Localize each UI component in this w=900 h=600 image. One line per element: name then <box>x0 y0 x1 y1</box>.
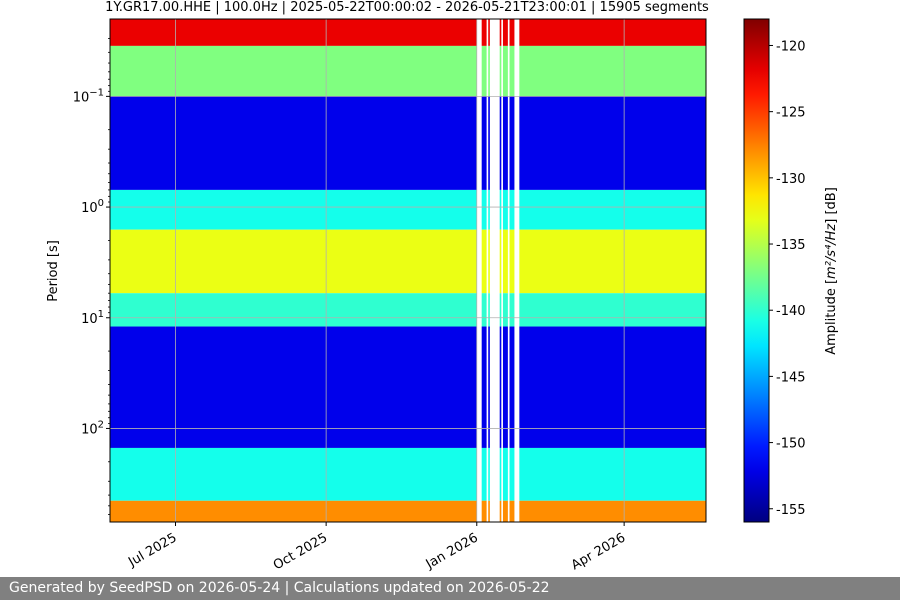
horizontal-gridlines <box>110 19 706 522</box>
data-gap <box>476 19 482 522</box>
y-tick-label: 100 <box>81 198 104 216</box>
heatmap-band <box>110 96 706 190</box>
colorbar-label-end: ] [dB] <box>824 187 839 224</box>
footer-text: Generated by SeedPSD on 2026-05-24 | Cal… <box>9 580 550 596</box>
data-gap <box>489 19 500 522</box>
x-tick-label: Jul 2025 <box>125 530 179 570</box>
data-gap <box>486 19 489 522</box>
heatmap-band <box>110 189 706 230</box>
x-axis: Jul 2025 Oct 2025 Jan 2026 Apr 2026 <box>125 522 628 573</box>
colorbar-label-math: m²/s⁴/Hz <box>824 223 839 279</box>
colorbar-tick-label: -150 <box>776 437 806 452</box>
data-gap <box>501 19 503 522</box>
x-tick-label: Apr 2026 <box>569 530 628 573</box>
colorbar-label-main: Amplitude [ <box>824 279 839 355</box>
chart-title: 1Y.GR17.00.HHE | 100.0Hz | 2025-05-22T00… <box>105 0 709 15</box>
heatmap-band <box>110 45 706 97</box>
y-tick-label: 102 <box>81 419 104 437</box>
colorbar-tick-label: -130 <box>776 172 806 187</box>
heatmap-band <box>110 500 706 522</box>
colorbar-tick-label: -145 <box>776 370 806 385</box>
colorbar-tick-label: -120 <box>776 39 806 54</box>
data-gap <box>507 19 510 522</box>
heatmap-band <box>110 229 706 294</box>
plot-area: Jul 2025 Oct 2025 Jan 2026 Apr 2026 10−1 100… <box>73 18 707 573</box>
colorbar-tick-label: -135 <box>776 238 806 253</box>
colorbar-gradient <box>743 18 770 523</box>
colorbar-tick-label: -125 <box>776 106 806 121</box>
data-gaps <box>476 19 520 522</box>
colorbar-ticks: -120 -125 -130 -135 -140 -145 -150 -155 <box>769 39 806 518</box>
colorbar-tick-label: -140 <box>776 304 806 319</box>
heatmap-band <box>110 447 706 501</box>
y-tick-label: 101 <box>81 309 104 327</box>
psd-spectrogram-chart: 1Y.GR17.00.HHE | 100.0Hz | 2025-05-22T00… <box>46 0 839 573</box>
data-gap <box>514 19 520 522</box>
colorbar-tick-label: -155 <box>776 503 806 518</box>
y-axis: 10−1 100 101 102 <box>73 38 110 515</box>
x-tick-label: Oct 2025 <box>271 530 330 573</box>
footer-bar: Generated by SeedPSD on 2026-05-24 | Cal… <box>0 577 900 600</box>
heatmap-band <box>110 293 706 327</box>
heatmap-cells <box>110 19 706 522</box>
heatmap-band <box>110 326 706 448</box>
heatmap-band <box>110 19 706 46</box>
colorbar-label: Amplitude [m²/s⁴/Hz] [dB] <box>824 187 839 355</box>
y-tick-label: 10−1 <box>73 87 104 105</box>
colorbar: -120 -125 -130 -135 -140 -145 -150 -155 Amplitu… <box>743 18 839 523</box>
x-tick-label: Jan 2026 <box>423 530 481 572</box>
y-axis-label: Period [s] <box>46 240 61 302</box>
plot-frame <box>109 18 707 523</box>
